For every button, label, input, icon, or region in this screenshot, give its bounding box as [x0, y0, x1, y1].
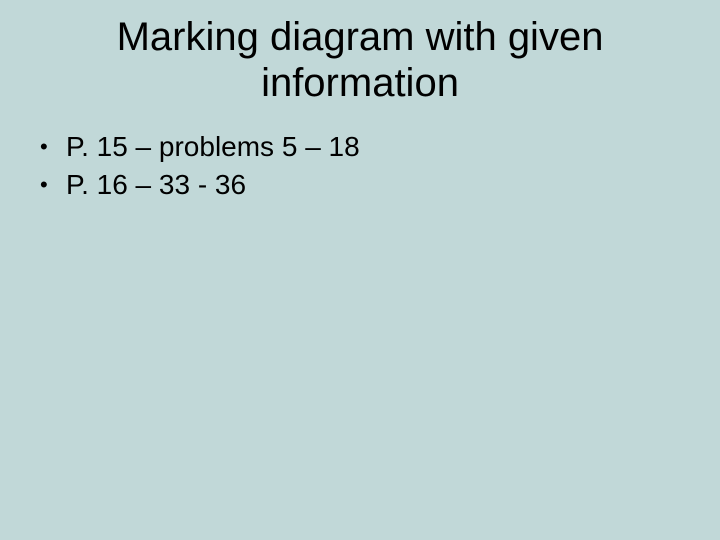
bullet-list: P. 15 – problems 5 – 18 P. 16 – 33 - 36: [30, 128, 690, 204]
list-item: P. 15 – problems 5 – 18: [36, 128, 690, 166]
slide-container: Marking diagram with given information P…: [0, 0, 720, 540]
slide-title: Marking diagram with given information: [70, 14, 650, 106]
list-item: P. 16 – 33 - 36: [36, 166, 690, 204]
